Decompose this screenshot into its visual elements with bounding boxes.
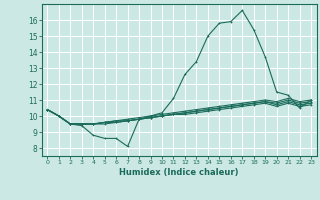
X-axis label: Humidex (Indice chaleur): Humidex (Indice chaleur) (119, 168, 239, 177)
